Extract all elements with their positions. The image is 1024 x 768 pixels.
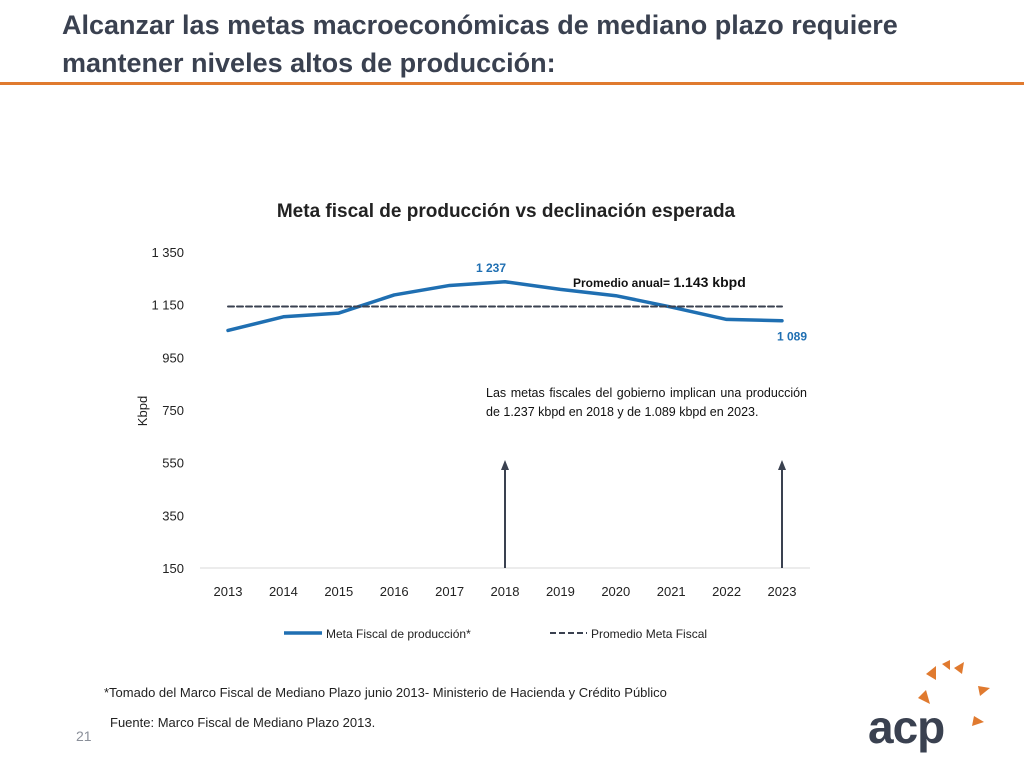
y-tick-label: 350 — [162, 508, 184, 523]
data-labels: 1 237 1 089 — [476, 261, 807, 344]
chart-title: Meta fiscal de producción vs declinación… — [277, 201, 736, 222]
y-tick-label: 150 — [162, 561, 184, 576]
production-series-line — [226, 280, 784, 333]
arrow-head-icon — [778, 460, 786, 471]
acp-logo-text: acp — [868, 701, 945, 753]
average-prefix: Promedio anual= — [573, 276, 671, 290]
source-note: Fuente: Marco Fiscal de Mediano Plazo 20… — [110, 715, 376, 730]
x-tick-label: 2017 — [435, 584, 464, 599]
legend-label-series: Meta Fiscal de producción* — [326, 627, 471, 641]
y-tick-label: 1 150 — [151, 298, 184, 313]
x-tick-label: 2018 — [491, 584, 520, 599]
x-tick-label: 2016 — [380, 584, 409, 599]
arrow-head-icon — [501, 460, 509, 471]
data-label: 1 089 — [777, 330, 807, 344]
y-axis-ticks: 150 350 550 750 950 1 150 1 350 — [151, 245, 184, 576]
title-divider — [0, 82, 1024, 85]
y-tick-label: 950 — [162, 350, 184, 365]
arrow-markers — [501, 460, 786, 568]
y-tick-label: 750 — [162, 403, 184, 418]
x-tick-label: 2014 — [269, 584, 298, 599]
y-axis-label: Kbpd — [135, 396, 150, 426]
x-tick-label: 2019 — [546, 584, 575, 599]
slide-title: Alcanzar las metas macroeconómicas de me… — [62, 10, 898, 78]
y-tick-label: 550 — [162, 456, 184, 471]
footnote: *Tomado del Marco Fiscal de Mediano Plaz… — [104, 685, 667, 700]
series-layer — [226, 280, 784, 333]
x-tick-label: 2020 — [601, 584, 630, 599]
acp-logo-mark-icon — [918, 660, 990, 726]
legend-label-average: Promedio Meta Fiscal — [591, 627, 707, 641]
x-tick-label: 2021 — [657, 584, 686, 599]
x-tick-label: 2015 — [324, 584, 353, 599]
fiscal-note: Las metas fiscales del gobierno implican… — [486, 386, 807, 419]
average-annotation: Promedio anual= 1.143 kbpd — [573, 274, 746, 290]
data-label: 1 237 — [476, 261, 506, 275]
page-number: 21 — [76, 728, 92, 744]
x-tick-label: 2013 — [214, 584, 243, 599]
x-axis-ticks: 2013 2014 2015 2016 2017 2018 2019 2020 2021 2022… — [214, 584, 797, 599]
y-tick-label: 1 350 — [151, 245, 184, 260]
x-tick-label: 2023 — [768, 584, 797, 599]
average-value: 1.143 kbpd — [673, 274, 746, 290]
legend: Meta Fiscal de producción* Promedio Meta… — [284, 627, 707, 641]
x-tick-label: 2022 — [712, 584, 741, 599]
